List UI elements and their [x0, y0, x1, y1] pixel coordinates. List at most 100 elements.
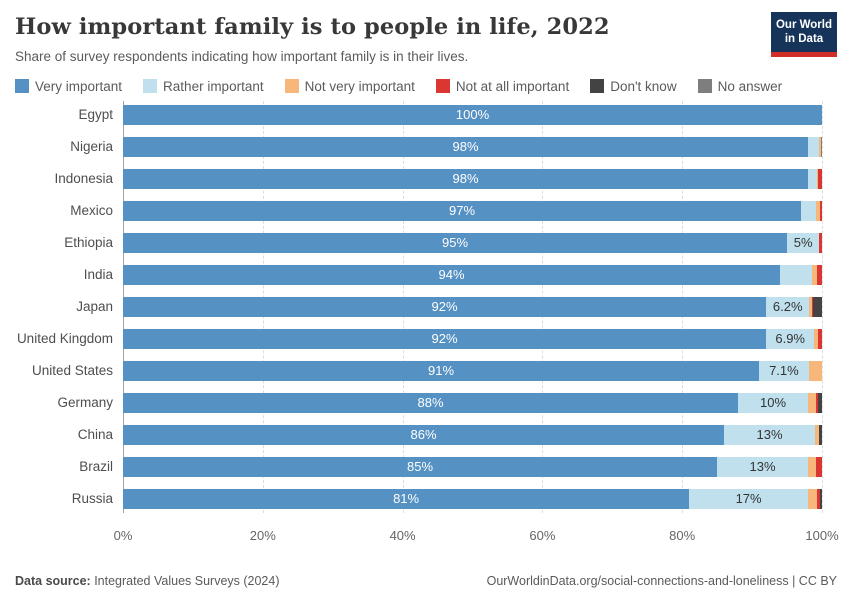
bar-segment-not_at_all[interactable] [817, 264, 822, 285]
bar-track: 88% 10% [123, 392, 822, 413]
country-label: China [77, 427, 113, 443]
bar-segment-not_very[interactable] [808, 488, 818, 509]
legend-item-rather[interactable]: Rather important [143, 79, 264, 94]
data-source: Data source: Integrated Values Surveys (… [15, 574, 280, 588]
bar-track: 100% [123, 104, 822, 125]
bar-rows: Egypt 100% Nigeria 98% Indonesia 98% Mexico 97%… [0, 100, 850, 513]
bar-segment-rather[interactable]: 6.9% [766, 328, 815, 349]
legend-label: Not at all important [455, 78, 570, 94]
bar-track: 95% 5% [123, 232, 822, 253]
bar-segment-very[interactable]: 98% [123, 136, 809, 157]
bar-segment-not_very[interactable] [814, 328, 819, 349]
legend-swatch-dont_know [590, 79, 605, 94]
bar-segment-dont_know[interactable] [819, 488, 822, 509]
bar-track: 85% 13% [123, 456, 822, 477]
legend-label: No answer [717, 78, 783, 94]
table-row: Germany 88% 10% [0, 392, 850, 413]
bar-segment-not_very[interactable] [808, 360, 822, 381]
bar-value-label: 7.1% [769, 363, 799, 379]
bar-segment-rather[interactable] [808, 136, 820, 157]
owid-logo[interactable]: Our World in Data [771, 12, 837, 57]
legend-item-not_at_all[interactable]: Not at all important [435, 78, 570, 94]
bar-segment-no_answer[interactable] [820, 136, 822, 157]
bar-segment-rather[interactable]: 10% [738, 392, 808, 413]
bar-track: 92% 6.2% [123, 296, 822, 317]
legend-item-not_very[interactable]: Not very important [284, 79, 415, 94]
bar-track: 86% 13% [123, 424, 822, 445]
bar-segment-very[interactable]: 85% [123, 456, 718, 477]
bar-segment-very[interactable]: 100% [123, 104, 822, 125]
country-label: Ethiopia [64, 235, 113, 251]
bar-segment-rather[interactable] [801, 200, 817, 221]
country-label: United States [31, 363, 113, 379]
bar-segment-not_very[interactable] [817, 168, 819, 189]
chart-header: How important family is to people in lif… [0, 0, 850, 66]
bar-segment-not_at_all[interactable] [811, 296, 813, 317]
country-label: Nigeria [70, 139, 113, 155]
bar-segment-very[interactable]: 81% [123, 488, 690, 509]
x-axis-tick: 20% [249, 527, 276, 543]
bar-value-label: 91% [428, 363, 455, 379]
bar-value-label: 95% [442, 235, 469, 251]
bar-track: 81% 17% [123, 488, 822, 509]
bar-segment-not_very[interactable] [808, 392, 817, 413]
bar-segment-very[interactable]: 92% [123, 296, 767, 317]
bar-segment-not_very[interactable] [812, 264, 818, 285]
bar-segment-very[interactable]: 92% [123, 328, 767, 349]
bar-segment-dont_know[interactable] [818, 424, 822, 445]
table-row: Ethiopia 95% 5% [0, 232, 850, 253]
legend-item-very[interactable]: Very important [15, 79, 122, 94]
legend-swatch-rather [143, 79, 158, 94]
bar-segment-very[interactable]: 86% [123, 424, 725, 445]
bar-value-label: 100% [455, 107, 490, 123]
bar-segment-not_very[interactable] [814, 424, 819, 445]
bar-value-label: 6.2% [772, 299, 803, 315]
bar-segment-rather[interactable]: 13% [717, 456, 808, 477]
bar-segment-very[interactable]: 95% [123, 232, 788, 253]
bar-segment-rather[interactable]: 17% [689, 488, 809, 509]
bar-segment-not_very[interactable] [816, 200, 820, 221]
bar-segment-not_at_all[interactable] [817, 488, 820, 509]
x-axis-tick: 100% [805, 527, 839, 543]
country-label: Russia [71, 491, 113, 507]
chart-footer: Data source: Integrated Values Surveys (… [0, 574, 850, 600]
bar-segment-not_at_all[interactable] [819, 200, 822, 221]
legend-item-no_answer[interactable]: No answer [697, 78, 783, 94]
bar-value-label: 6.9% [775, 331, 805, 347]
bar-segment-very[interactable]: 91% [123, 360, 760, 381]
bar-segment-rather[interactable]: 6.2% [766, 296, 810, 317]
bar-segment-not_at_all[interactable] [818, 168, 822, 189]
x-axis: 0% 20% 40% 60% 80% 100% [114, 521, 839, 545]
owid-url-link[interactable]: OurWorldinData.org/social-connections-an… [486, 574, 837, 588]
bar-segment-not_at_all[interactable] [819, 232, 822, 253]
bar-segment-rather[interactable]: 5% [787, 232, 820, 253]
country-label: Brazil [79, 459, 113, 475]
bar-segment-very[interactable]: 88% [123, 392, 739, 413]
bar-segment-dont_know[interactable] [812, 296, 822, 317]
bar-segment-not_very[interactable] [809, 296, 812, 317]
owid-logo-line2: in Data [784, 33, 824, 45]
bar-segment-rather[interactable] [780, 264, 813, 285]
bar-track: 92% 6.9% [123, 328, 822, 349]
bar-segment-not_very[interactable] [808, 456, 817, 477]
legend-item-dont_know[interactable]: Don't know [590, 79, 677, 94]
chart-legend: Very important Rather important Not very i… [0, 66, 850, 94]
bar-segment-not_very[interactable] [819, 136, 821, 157]
country-label: Egypt [78, 107, 113, 123]
bar-segment-dont_know[interactable] [817, 392, 822, 413]
bar-segment-not_at_all[interactable] [816, 392, 818, 413]
page-title: How important family is to people in lif… [15, 14, 610, 40]
bar-value-label: 98% [452, 139, 479, 155]
bar-segment-very[interactable]: 98% [123, 168, 809, 189]
country-label: Indonesia [54, 171, 113, 187]
bar-segment-very[interactable]: 94% [123, 264, 781, 285]
table-row: China 86% 13% [0, 424, 850, 445]
bar-segment-not_at_all[interactable] [818, 328, 822, 349]
bar-value-label: 97% [448, 203, 476, 219]
bar-segment-very[interactable]: 97% [123, 200, 802, 221]
bar-segment-rather[interactable]: 7.1% [759, 360, 809, 381]
bar-segment-rather[interactable]: 13% [724, 424, 815, 445]
bar-segment-rather[interactable] [808, 168, 818, 189]
bar-segment-not_at_all[interactable] [816, 456, 822, 477]
